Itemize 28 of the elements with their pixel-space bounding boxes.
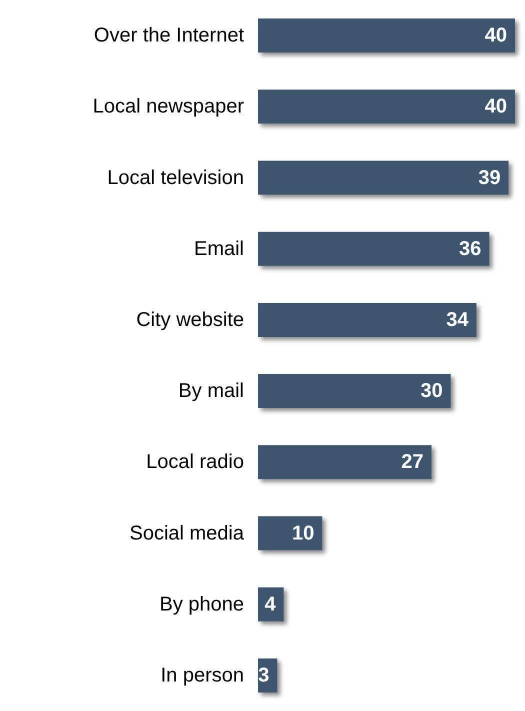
y-tick-label: Over the Internet — [94, 24, 244, 47]
y-tick-label: By phone — [159, 593, 244, 616]
y-tick-label: City website — [136, 308, 244, 331]
y-tick-label: Local television — [107, 166, 244, 189]
bar — [258, 18, 515, 53]
data-label: 4 — [264, 593, 277, 616]
bar — [258, 90, 515, 124]
bar — [258, 160, 509, 195]
bar — [258, 374, 451, 408]
y-tick-label: Local radio — [146, 451, 244, 474]
y-tick-label: Social media — [129, 522, 245, 544]
data-label: 36 — [459, 238, 482, 260]
data-label: 40 — [484, 24, 507, 47]
data-label: 10 — [292, 522, 314, 544]
data-label: 3 — [258, 664, 270, 686]
data-label: 27 — [401, 451, 424, 474]
data-label: 34 — [446, 308, 470, 331]
bar — [258, 232, 490, 266]
bar — [258, 445, 432, 480]
y-tick-label: Local newspaper — [92, 96, 244, 118]
y-tick-label: By mail — [178, 380, 244, 402]
y-tick-label: In person — [160, 664, 244, 686]
bar — [258, 302, 476, 337]
data-label: 40 — [484, 96, 507, 118]
bar — [258, 516, 322, 550]
data-label: 30 — [420, 380, 443, 402]
y-tick-label: Email — [194, 238, 244, 260]
data-label: 39 — [478, 166, 501, 189]
